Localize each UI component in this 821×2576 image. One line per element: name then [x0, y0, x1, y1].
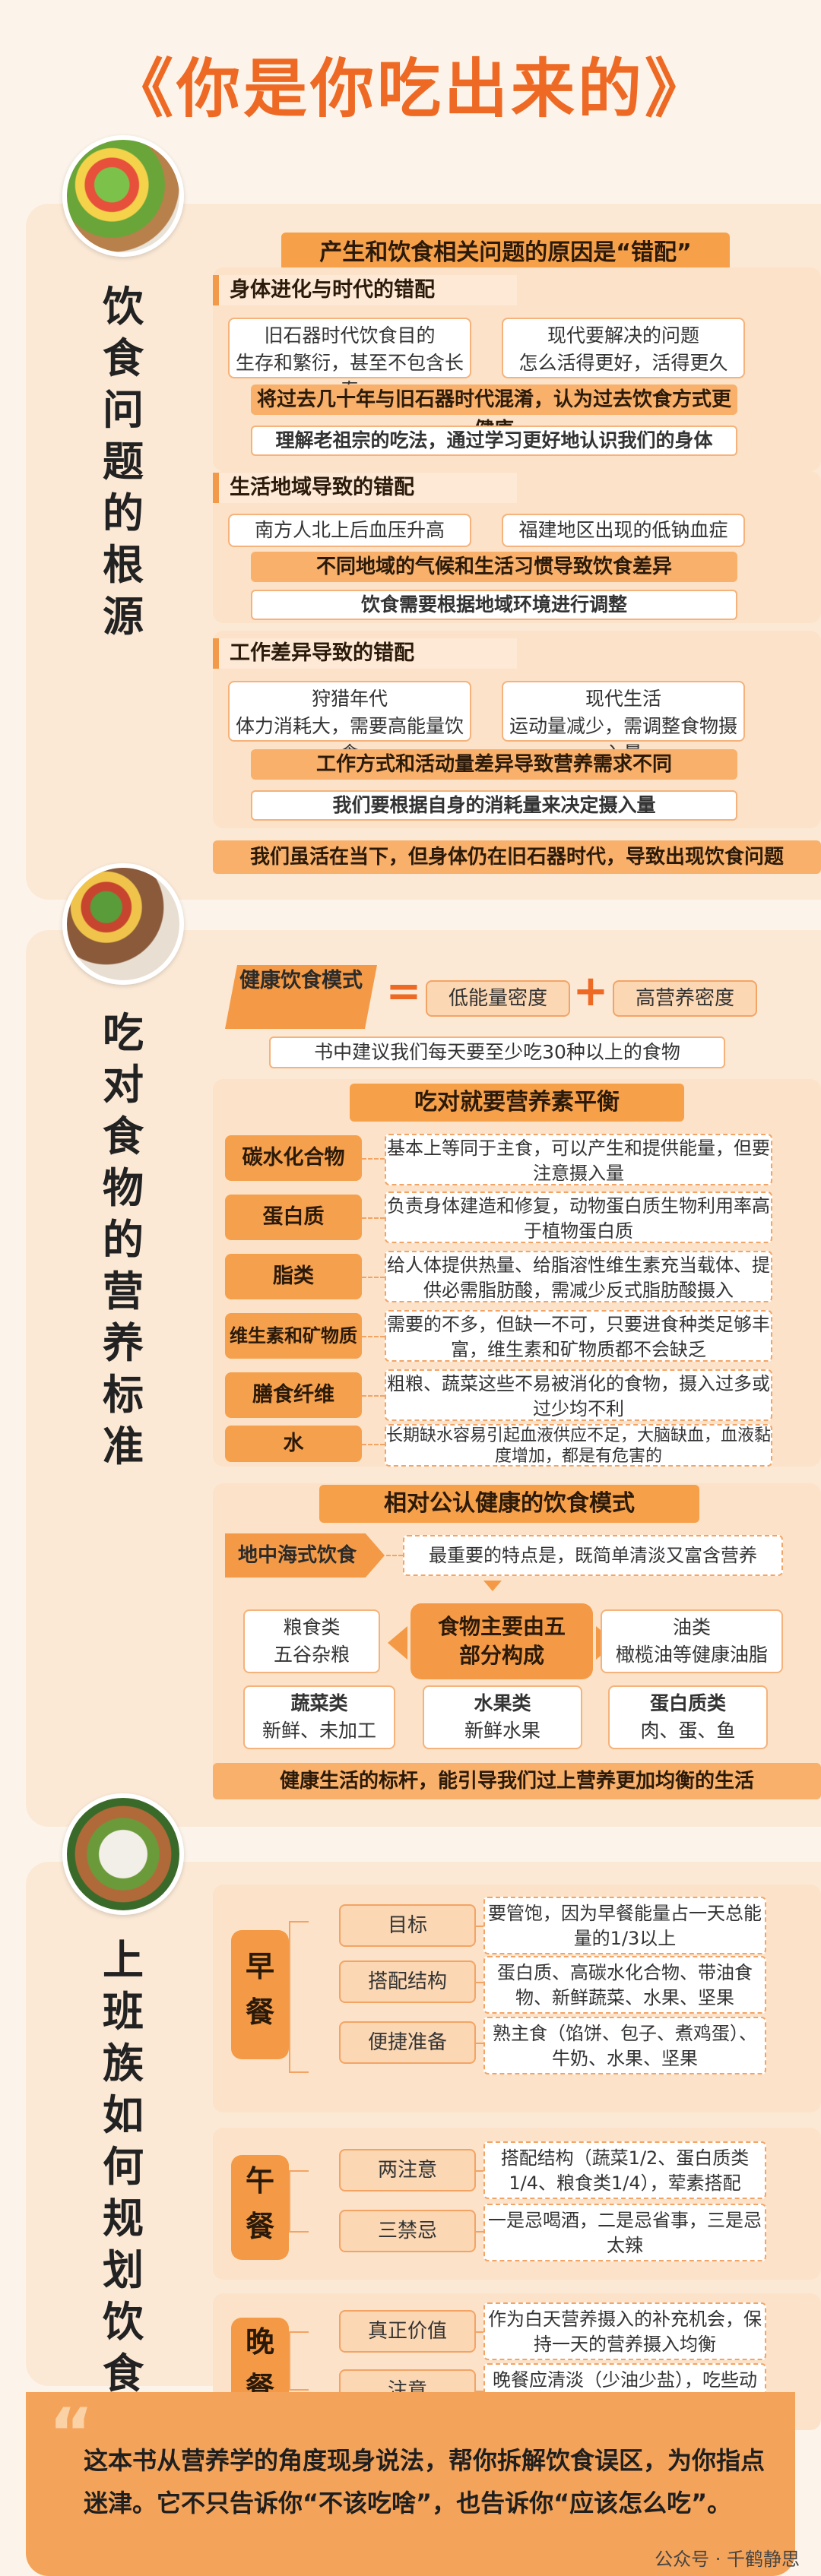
salad-bowl-image	[62, 135, 184, 257]
section2-vertical-title: 吃对食物的营养标准	[103, 1009, 144, 1470]
evolution-conclusion-bar: 将过去几十年与旧石器时代混淆，认为过去饮食方式更健康	[251, 385, 737, 441]
work-note: 我们要根据自身的消耗量来决定摄入量	[251, 790, 737, 821]
five-parts-center: 食物主要由五部分构成	[410, 1603, 593, 1679]
nutrient-protein: 蛋白质	[225, 1195, 362, 1240]
breakfast-structure-label: 搭配结构	[339, 1960, 476, 2003]
breakfast-goal-label: 目标	[339, 1904, 476, 1947]
rice-plate-image	[62, 1793, 184, 1915]
nutrient-carbs-desc: 基本上等同于主食，可以产生和提供能量，但要注意摄入量	[385, 1134, 772, 1185]
nutrient-protein-desc: 负责身体建造和修复，动物蛋白质生物利用率高于植物蛋白质	[385, 1191, 772, 1243]
breakfast-structure-desc: 蛋白质、高碳水化合物、带油食物、新鲜蔬菜、水果、坚果	[483, 1956, 766, 2014]
down-arrow-icon	[483, 1581, 502, 1591]
work-conclusion-bar: 工作方式和活动量差异导致营养需求不同	[251, 749, 737, 780]
diet-pattern-title: 相对公认健康的饮食模式	[319, 1485, 699, 1523]
nutrient-water: 水	[225, 1426, 362, 1462]
mismatch-work-title: 工作差异导致的错配	[213, 638, 517, 669]
lunch-two-notes-label: 两注意	[339, 2149, 476, 2191]
grain-group: 粮食类 五谷杂粮	[243, 1609, 380, 1673]
connector	[362, 1158, 385, 1160]
connector	[476, 2391, 483, 2392]
mismatch-evolution-title: 身体进化与时代的错配	[213, 275, 517, 305]
breakfast-prep-label: 便捷准备	[339, 2021, 476, 2064]
dinner-value-label: 真正价值	[339, 2310, 476, 2353]
page-title: 《你是你吃出来的》	[109, 52, 712, 126]
lunch-bracket	[289, 2170, 309, 2233]
region-conclusion-bar: 不同地域的气候和生活习惯导致饮食差异	[251, 552, 737, 582]
connector	[476, 2231, 483, 2233]
meal-plates-image	[62, 863, 184, 985]
connector	[386, 1555, 403, 1556]
section1-vertical-title: 饮食问题的根源	[103, 283, 144, 641]
connector	[476, 2170, 483, 2172]
healthy-model-tag	[225, 965, 377, 1029]
bottom-summary-text: 这本书从营养学的角度现身说法，帮你拆解饮食误区，为你指点迷津。它不只告诉你“不该…	[84, 2446, 766, 2517]
fruit-group: 水果类 新鲜水果	[423, 1685, 582, 1749]
low-energy-density: 低能量密度	[426, 980, 570, 1017]
nutrient-vitamins-desc: 需要的不多，但缺一不可，只要进食种类足够丰富，维生素和矿物质都不会缺乏	[385, 1310, 772, 1362]
nutrient-water-desc: 长期缺水容易引起血液供应不足，大脑缺血，血液黏度增加，都是有危害的	[385, 1424, 772, 1467]
breakfast-prep-desc: 熟主食（馅饼、包子、煮鸡蛋）、牛奶、水果、坚果	[483, 2017, 766, 2074]
dinner-value-desc: 作为白天营养摄入的补充机会，保持一天的营养摄入均衡	[483, 2302, 766, 2360]
nutrient-balance-title: 吃对就要营养素平衡	[350, 1084, 684, 1122]
section2-footer: 健康生活的标杆，能引导我们过上营养更加均衡的生活	[213, 1763, 821, 1799]
south-north-box: 南方人北上后血压升高	[228, 514, 471, 547]
oil-group: 油类 橄榄油等健康油脂	[601, 1609, 783, 1673]
connector	[362, 1277, 385, 1278]
evolution-note: 理解老祖宗的吃法，通过学习更好地认识我们的身体	[251, 426, 737, 456]
thirty-foods-suggestion: 书中建议我们每天要至少吃30种以上的食物	[269, 1036, 725, 1068]
nutrient-vitamins: 维生素和矿物质	[225, 1313, 362, 1359]
mediterranean-desc: 最重要的特点是，既简单清淡又富含营养	[403, 1535, 783, 1576]
connector	[362, 1395, 385, 1397]
lunch-two-notes-desc: 搭配结构（蔬菜1/2、蛋白质类1/4、粮食类1/4），荤素搭配	[483, 2141, 766, 2199]
equals-sign: =	[385, 967, 422, 1016]
healthy-model-label: 健康饮食模式	[239, 969, 363, 992]
modern-box: 现代要解决的问题 怎么活得更好，活得更久	[502, 318, 745, 378]
vegetable-group: 蔬菜类 新鲜、未加工	[243, 1685, 395, 1749]
lunch-three-taboos-desc: 一是忌喝酒，二是忌省事，三是忌太辣	[483, 2204, 766, 2261]
breakfast-bracket	[289, 1921, 309, 2073]
lunch-three-taboos-label: 三禁忌	[339, 2210, 476, 2252]
left-arrow-icon	[388, 1626, 407, 1660]
section1-footer: 我们虽活在当下，但身体仍在旧石器时代，导致出现饮食问题	[213, 840, 821, 874]
section3-vertical-title: 上班族如何规划饮食	[103, 1936, 144, 2397]
nutrient-carbs: 碳水化合物	[225, 1135, 362, 1181]
region-note: 饮食需要根据地域环境进行调整	[251, 590, 737, 620]
lunch-label: 午餐	[231, 2155, 289, 2260]
breakfast-label: 早餐	[231, 1930, 289, 2059]
connector	[476, 1982, 483, 1983]
wechat-watermark: 公众号 · 千鹤静思	[655, 2549, 800, 2570]
mediterranean-tag	[225, 1533, 385, 1578]
bottom-summary-banner	[26, 2392, 795, 2576]
mediterranean-label: 地中海式饮食	[237, 1544, 357, 1567]
connector	[362, 1444, 385, 1445]
connector	[362, 1336, 385, 1337]
nutrient-lipids-desc: 给人体提供热量、给脂溶性维生素充当载体、提供必需脂肪酸，需减少反式脂肪酸摄入	[385, 1251, 772, 1302]
mismatch-region-title: 生活地域导致的错配	[213, 473, 517, 503]
plus-sign: +	[572, 967, 609, 1016]
connector	[476, 1926, 483, 1927]
fujian-box: 福建地区出现的低钠血症	[502, 514, 745, 547]
high-nutrient-density: 高营养密度	[613, 980, 757, 1017]
protein-group: 蛋白质类 肉、蛋、鱼	[608, 1685, 768, 1749]
breakfast-goal-desc: 要管饱，因为早餐能量占一天总能量的1/3以上	[483, 1897, 766, 1954]
connector	[476, 2043, 483, 2044]
nutrient-fiber-desc: 粗粮、蔬菜这些不易被消化的食物，摄入过多或过少均不利	[385, 1369, 772, 1421]
connector	[476, 2331, 483, 2333]
nutrient-fiber: 膳食纤维	[225, 1372, 362, 1418]
connector	[362, 1217, 385, 1219]
quote-icon: “	[49, 2394, 94, 2473]
nutrient-lipids: 脂类	[225, 1254, 362, 1299]
mismatch-header: 产生和饮食相关问题的原因是“错配”	[281, 233, 730, 274]
dinner-bracket	[289, 2331, 309, 2391]
